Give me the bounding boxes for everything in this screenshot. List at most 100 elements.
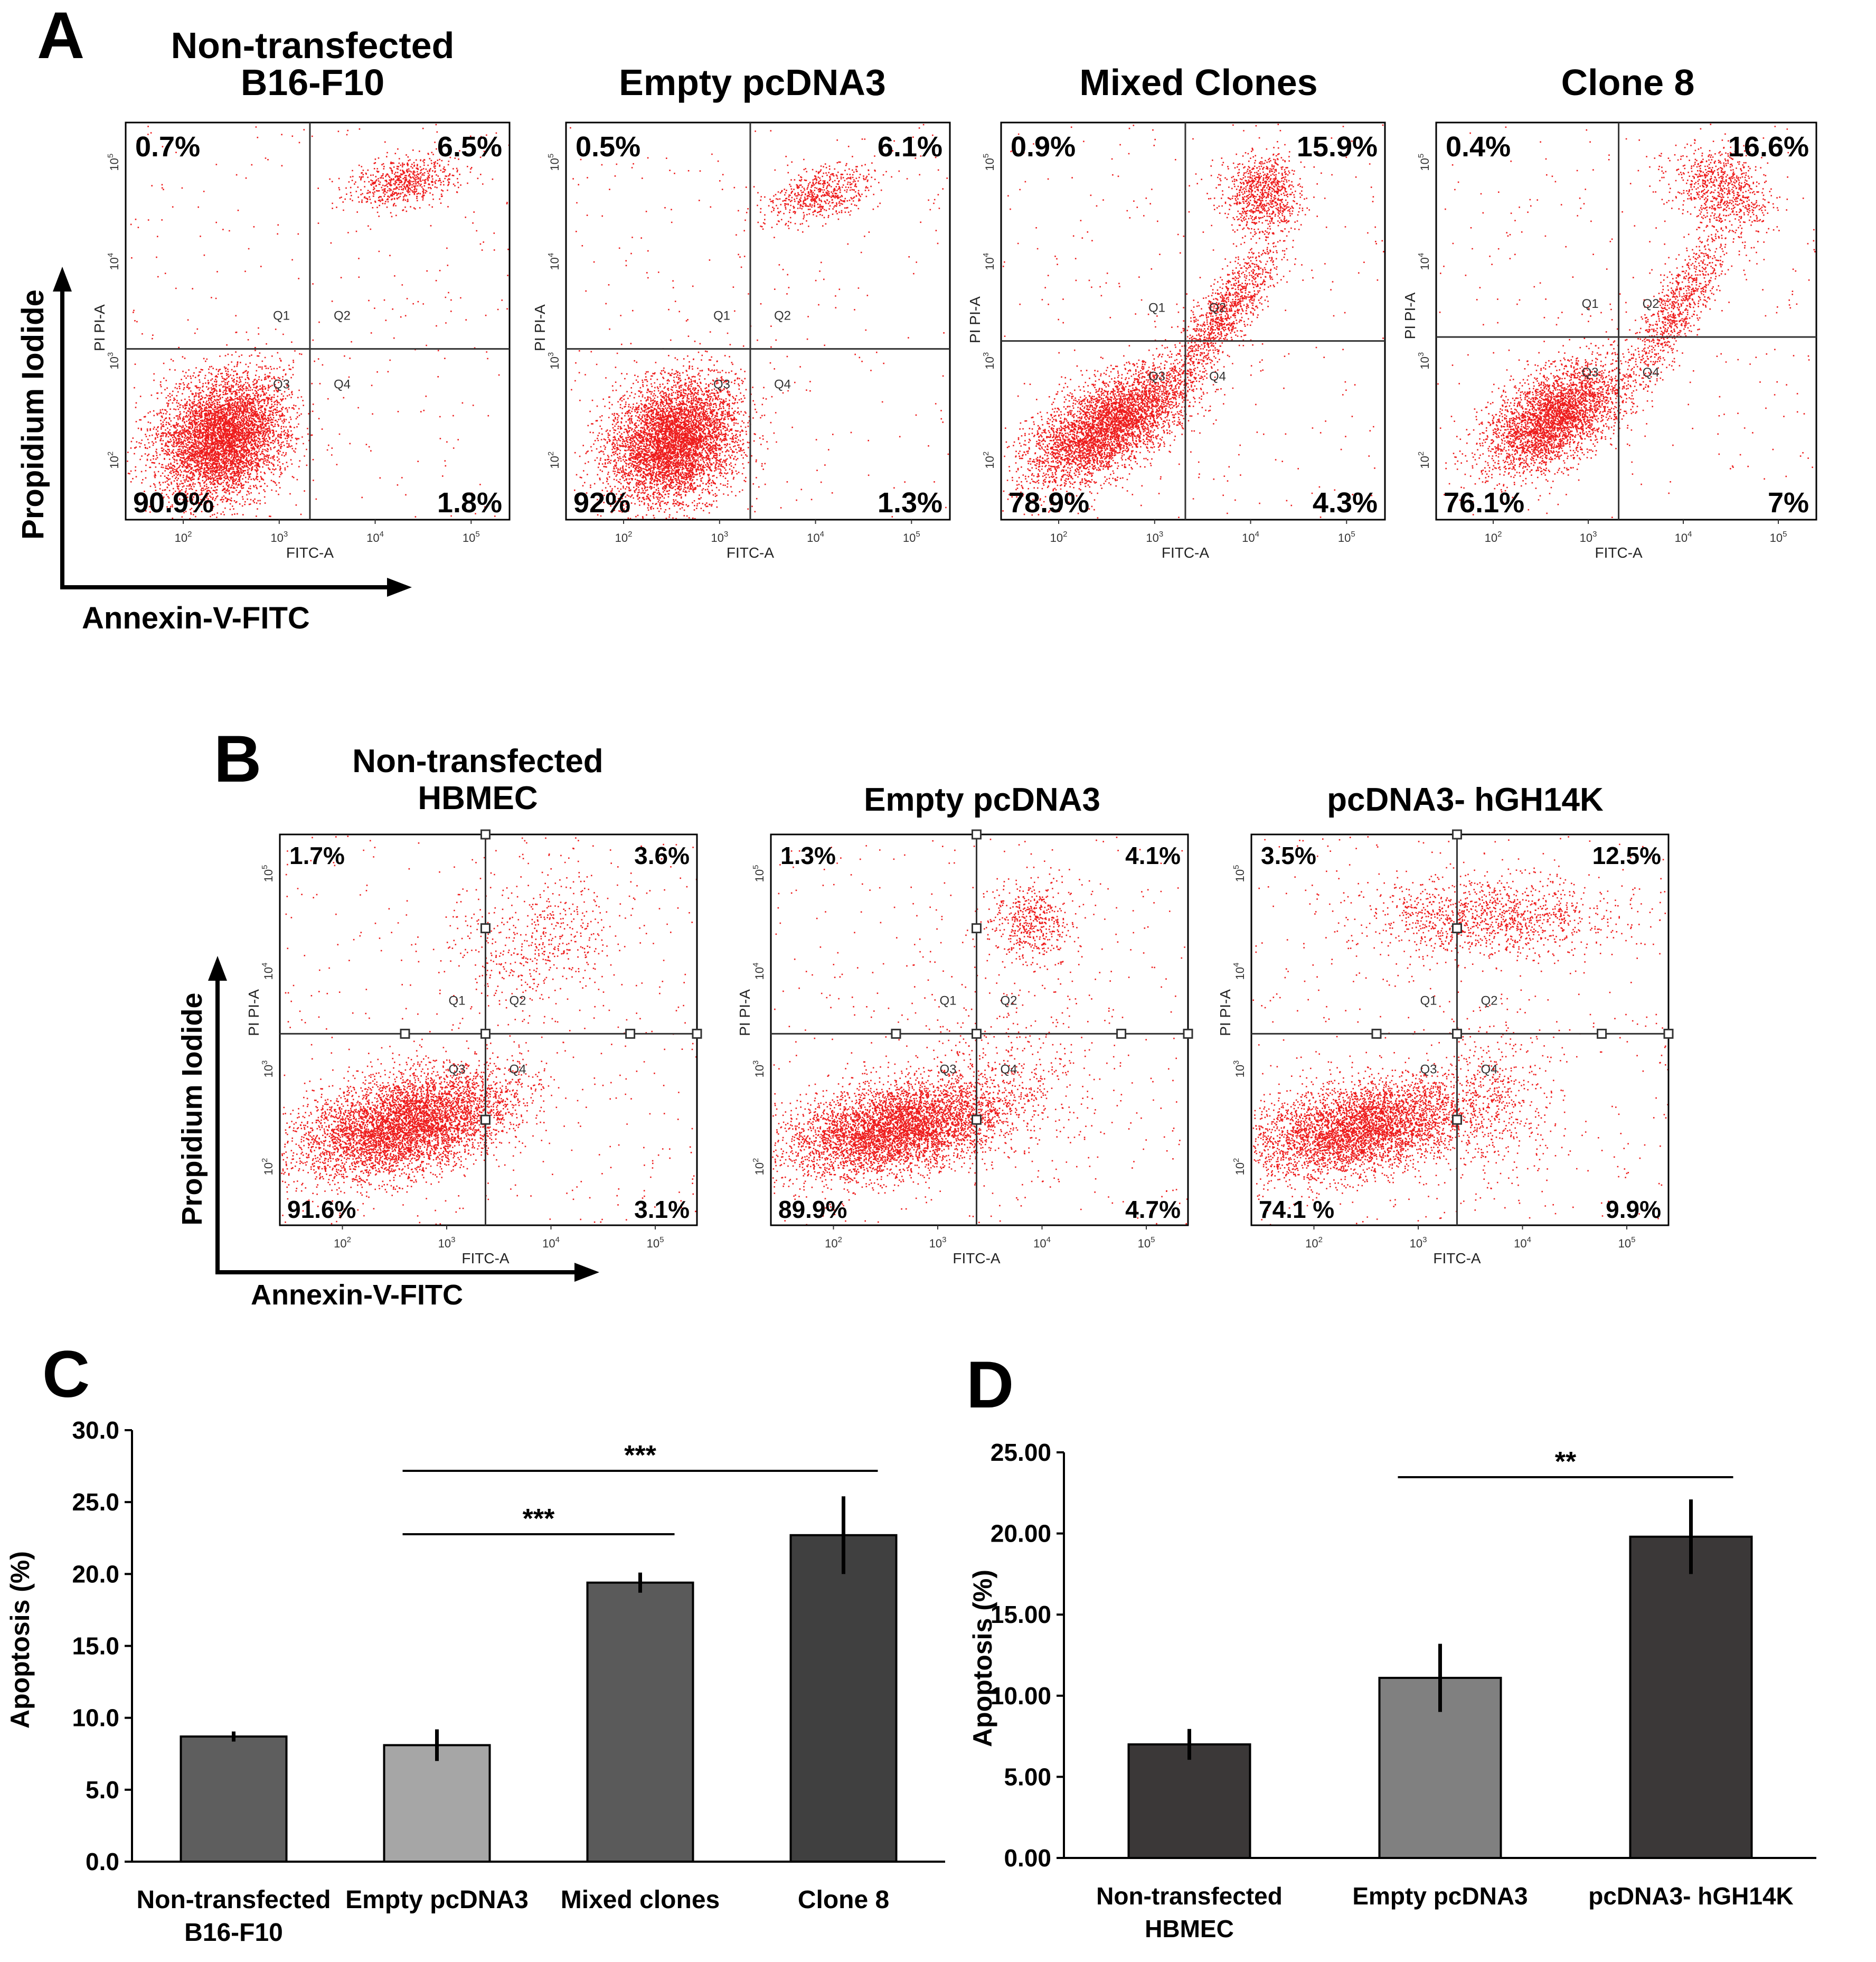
- panel-a-q4-percent: 7%: [1768, 487, 1809, 519]
- panel-b-y-axis-name: PI PI-A: [246, 989, 262, 1036]
- panel-a-quadrant-name: Q2: [334, 309, 351, 323]
- panel-c-y-tick-label: 20.0: [72, 1560, 119, 1588]
- panel-b-quadrant-name: Q4: [509, 1062, 526, 1076]
- panel-a-x-tick-label: 104: [807, 530, 824, 545]
- panel-b-gate-handle[interactable]: [1371, 1028, 1382, 1039]
- panel-a-x-tick-label: 103: [711, 530, 728, 545]
- panel-a-q1-percent: 0.5%: [576, 131, 640, 163]
- panel-d-category-label: HBMEC: [1145, 1915, 1234, 1942]
- panel-a-q2-percent: 6.1%: [878, 131, 942, 163]
- panel-b-gate-handle[interactable]: [971, 1028, 982, 1039]
- panel-b-gate-handle[interactable]: [625, 1028, 636, 1039]
- panel-c-y-tick-label: 10.0: [72, 1704, 119, 1732]
- panel-c-bar-3: [789, 1534, 898, 1863]
- panel-b-x-axis-name: FITC-A: [461, 1250, 510, 1266]
- panel-b-gate-handle[interactable]: [891, 1028, 901, 1039]
- panel-b-q1-percent: 3.5%: [1261, 842, 1316, 869]
- panel-b-q4-percent: 9.9%: [1606, 1196, 1661, 1223]
- panel-b-gate-handle[interactable]: [971, 1114, 982, 1125]
- panel-a-plot-title: Non-transfected: [171, 25, 455, 66]
- panel-c-y-tick-label: 0.0: [86, 1848, 119, 1875]
- panel-a-plot-title: Mixed Clones: [1079, 62, 1317, 103]
- panel-b-x-axis-name: FITC-A: [1433, 1250, 1481, 1266]
- panel-b-gate-handle[interactable]: [400, 1028, 410, 1039]
- panel-a-quadrant-name: Q1: [273, 309, 290, 323]
- panel-b-gate-handle[interactable]: [1116, 1028, 1127, 1039]
- panel-a-quadrant-name: Q1: [1148, 301, 1165, 315]
- panel-c-y-tick-label: 25.0: [72, 1488, 119, 1516]
- panel-a-plot-title: Clone 8: [1561, 62, 1695, 103]
- panel-d-y-tick-label: 20.00: [991, 1520, 1051, 1547]
- panel-d: D Apoptosis (%) 0.00 5.00 10.00 15.00 20.00 2…: [966, 1348, 1816, 1942]
- panel-a-quadrant-name: Q4: [1643, 365, 1660, 380]
- panel-d-ylabel: Apoptosis (%): [968, 1570, 997, 1747]
- panel-b-gate-handle[interactable]: [1451, 923, 1462, 934]
- panel-b-quadrant-name: Q3: [1420, 1062, 1437, 1076]
- panel-a-quadrant-name: Q1: [1582, 297, 1599, 311]
- panel-a-q3-percent: 78.9%: [1008, 487, 1089, 519]
- panel-a-xlabel: Annexin-V-FITC: [82, 601, 310, 635]
- panel-b-q1-percent: 1.7%: [289, 842, 345, 869]
- panel-b-q1-percent: 1.3%: [780, 842, 836, 869]
- panel-c-bar-0: [180, 1735, 288, 1863]
- panel-a-scatter-points: [570, 124, 949, 520]
- panel-b-quadrant-name: Q4: [1481, 1062, 1497, 1076]
- panel-d-y-tick-label: 5.00: [1004, 1763, 1051, 1790]
- panel-a-q4-percent: 4.3%: [1313, 487, 1378, 519]
- panel-c-bar-2: [586, 1581, 694, 1863]
- panel-b-gate-handle[interactable]: [971, 829, 982, 840]
- panel-b-gate-handle[interactable]: [1183, 1028, 1193, 1039]
- panel-a-plot-frame: [565, 121, 951, 521]
- panel-d-category-label: Empty pcDNA3: [1352, 1882, 1528, 1910]
- panel-a-scatter-points: [127, 124, 510, 520]
- panel-b-gate-handle[interactable]: [1451, 1114, 1462, 1125]
- panel-b-gate-handle[interactable]: [1451, 829, 1462, 840]
- panel-b-x-axis-name: FITC-A: [953, 1250, 1001, 1266]
- panel-a-y-tick-label: 105: [546, 154, 561, 171]
- panel-b-gate-handle[interactable]: [480, 829, 491, 840]
- panel-b-gate-handle[interactable]: [1663, 1028, 1674, 1039]
- panel-a-quadrant-name: Q3: [1582, 365, 1599, 380]
- panel-c-y-tick-label: 30.0: [72, 1416, 119, 1444]
- panel-b-quadrant-name: Q2: [1481, 993, 1497, 1008]
- panel-b-gate-handle[interactable]: [1597, 1028, 1607, 1039]
- panel-b-ylabel: Propidium Iodide: [176, 993, 208, 1226]
- panel-c-ylabel: Apoptosis (%): [5, 1551, 35, 1729]
- panel-b-quadrant-name: Q4: [1000, 1062, 1017, 1076]
- panel-b-plot-title: Empty pcDNA3: [864, 782, 1100, 818]
- panel-a-scatter-dots: [570, 124, 949, 520]
- panel-b-gate-handle[interactable]: [692, 1028, 702, 1039]
- panel-b-q4-percent: 3.1%: [634, 1196, 690, 1223]
- panel-b-quadrant-name: Q3: [448, 1062, 465, 1076]
- panel-b-gate-handle[interactable]: [1451, 1028, 1462, 1039]
- panel-a-q4-percent: 1.3%: [878, 487, 942, 519]
- panel-b-gate-handle[interactable]: [480, 1114, 491, 1125]
- panel-a-plot-2: Mixed Clones Q1 Q2 Q3 Q4 0.9% 15.9% 78.9% 4.3% 10…: [967, 62, 1386, 561]
- panel-b-q2-percent: 3.6%: [634, 842, 690, 869]
- panel-a-scatter-points: [1437, 124, 1816, 519]
- panel-a-quadrant-name: Q2: [1643, 297, 1660, 311]
- panel-a-quadrant-name: Q4: [774, 378, 791, 392]
- panel-b-quadrant-name: Q1: [1420, 993, 1437, 1008]
- panel-b-gate-handle[interactable]: [480, 1028, 491, 1039]
- panel-d-category-label: pcDNA3- hGH14K: [1588, 1882, 1794, 1910]
- panel-b-quadrant-name: Q1: [939, 993, 956, 1008]
- panel-b-scatter-points: [1252, 836, 1669, 1226]
- panel-d-category-label: Non-transfected: [1096, 1882, 1283, 1910]
- panel-c-y-tick-label: 15.0: [72, 1632, 119, 1660]
- panel-d-y-tick-label: 25.00: [991, 1439, 1051, 1466]
- panel-b-quadrant-name: Q2: [1000, 993, 1017, 1008]
- panel-b-quadrant-name: Q1: [448, 993, 465, 1008]
- panel-b-quadrant-name: Q2: [509, 993, 526, 1008]
- panel-b-y-tick-label: 103: [751, 1060, 766, 1078]
- panel-a-quadrant-name: Q3: [713, 378, 730, 392]
- panel-a-q4-percent: 1.8%: [437, 487, 502, 519]
- panel-a-quadrant-name: Q3: [1148, 370, 1165, 384]
- panel-a-quadrant-name: Q4: [1209, 370, 1226, 384]
- panel-b-gate-handle[interactable]: [971, 923, 982, 934]
- panel-b-gate-handle[interactable]: [480, 923, 491, 934]
- panel-c: C Apoptosis (%) 0.0 5.0 10.0 15.0 20.0 25.0 30…: [5, 1338, 945, 1947]
